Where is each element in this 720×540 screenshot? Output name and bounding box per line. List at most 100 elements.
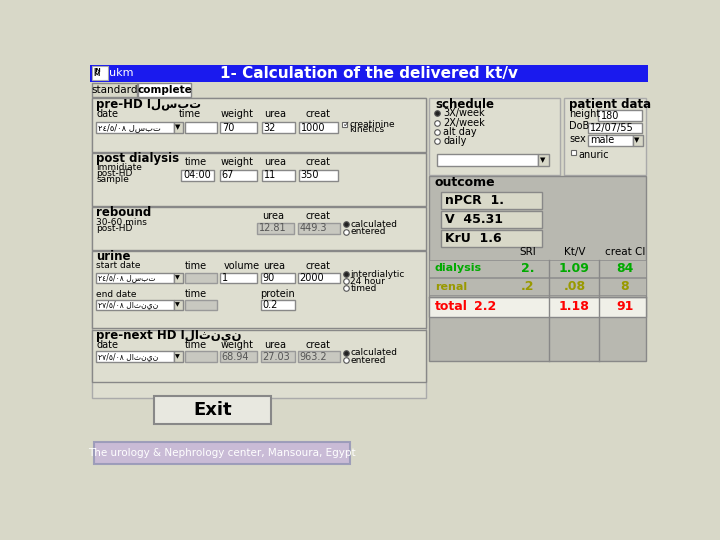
Bar [297, 222, 341, 234]
Text: IN: IN [93, 68, 101, 73]
Bar [564, 98, 646, 175]
Text: SRI: SRI [520, 247, 536, 257]
Text: time: time [184, 261, 207, 271]
Text: 0.2: 0.2 [262, 300, 277, 310]
Text: ٢٧/٥/٠٨ لاثنين: ٢٧/٥/٠٨ لاثنين [98, 352, 158, 361]
Bar [632, 135, 642, 146]
Text: 84: 84 [616, 261, 634, 274]
Text: weight: weight [220, 340, 253, 350]
Bar [342, 122, 347, 127]
Bar [429, 177, 646, 361]
Bar [220, 170, 258, 181]
Text: ukm: ukm [109, 68, 134, 78]
Text: time: time [184, 340, 207, 350]
Bar [261, 300, 294, 310]
Text: time: time [184, 157, 207, 167]
Bar [598, 110, 642, 121]
Text: complete: complete [137, 85, 192, 95]
Text: 2X/week: 2X/week [444, 118, 485, 127]
Text: 963.2: 963.2 [300, 352, 327, 362]
Text: ٢٤/٥/٠٨ لسبت: ٢٤/٥/٠٨ لسبت [98, 123, 161, 132]
Text: rebound: rebound [96, 206, 151, 219]
Text: ▼: ▼ [175, 275, 180, 281]
Text: 1.09: 1.09 [559, 261, 590, 274]
Text: patient data: patient data [569, 98, 651, 111]
Text: ▼: ▼ [175, 302, 180, 308]
Bar [92, 98, 426, 152]
Text: urine: urine [96, 250, 131, 263]
Text: urea: urea [262, 212, 284, 221]
Bar [297, 351, 341, 362]
Text: post dialysis: post dialysis [96, 152, 179, 165]
Text: alt day: alt day [444, 127, 477, 137]
Bar [184, 273, 217, 284]
Text: 24 hour: 24 hour [351, 276, 385, 286]
Bar [174, 122, 183, 133]
Text: Kt/V: Kt/V [564, 247, 585, 257]
Text: renal: renal [435, 281, 467, 292]
Bar [90, 65, 648, 82]
Text: end date: end date [96, 290, 137, 299]
Text: ▼: ▼ [175, 125, 181, 131]
Text: time: time [179, 109, 202, 119]
Text: 1000: 1000 [301, 123, 325, 132]
Bar [96, 273, 174, 284]
Text: creat Cl: creat Cl [605, 247, 645, 257]
Text: ٢٧/٥/٠٨ لاثنين: ٢٧/٥/٠٨ لاثنين [98, 301, 158, 309]
Text: schedule: schedule [435, 98, 494, 111]
Bar [92, 207, 426, 249]
Text: 8: 8 [621, 280, 629, 293]
Text: urea: urea [264, 109, 287, 119]
Bar [92, 153, 426, 206]
Text: nPCR  1.: nPCR 1. [445, 194, 504, 207]
Text: ✓: ✓ [343, 120, 350, 130]
Bar [92, 66, 108, 80]
Text: protein: protein [261, 289, 295, 299]
Bar [441, 231, 542, 247]
Bar [262, 170, 294, 181]
Text: anuric: anuric [578, 150, 609, 160]
Bar [262, 122, 294, 133]
Text: 2.: 2. [521, 261, 535, 274]
Bar [429, 260, 646, 276]
Text: date: date [96, 109, 118, 119]
Text: kinetics: kinetics [350, 125, 384, 134]
Text: 449.3: 449.3 [300, 224, 328, 233]
Text: post-HD: post-HD [96, 224, 132, 233]
Bar [437, 154, 538, 166]
Bar [138, 83, 191, 97]
Text: creat: creat [305, 340, 330, 350]
Text: sex: sex [569, 134, 585, 144]
Bar [429, 278, 646, 295]
Text: 91: 91 [616, 300, 634, 313]
Text: time: time [184, 289, 207, 299]
Text: creat: creat [305, 261, 330, 271]
Text: creat: creat [305, 109, 330, 119]
Text: Exit: Exit [193, 401, 232, 418]
Text: 30-60 mins: 30-60 mins [96, 218, 147, 227]
Bar [220, 273, 258, 284]
Text: 11: 11 [264, 170, 276, 180]
Bar [441, 192, 542, 209]
Text: ▼: ▼ [634, 137, 639, 143]
Bar [92, 330, 426, 382]
Text: ▼: ▼ [175, 354, 180, 359]
Text: .08: .08 [563, 280, 585, 293]
Text: 67: 67 [222, 170, 234, 180]
Text: date: date [96, 340, 118, 350]
Text: entered: entered [351, 227, 386, 237]
Text: 3X/week: 3X/week [444, 109, 485, 118]
Text: DoB: DoB [569, 122, 589, 131]
Text: sample: sample [96, 175, 129, 184]
Text: 1.18: 1.18 [559, 300, 590, 313]
Bar [181, 170, 214, 181]
Bar [184, 351, 217, 362]
Text: 12/07/55: 12/07/55 [590, 123, 634, 133]
Text: 1: 1 [222, 273, 228, 283]
Text: 1- Calculation of the delivered kt/v: 1- Calculation of the delivered kt/v [220, 66, 518, 81]
Text: 04:00: 04:00 [183, 170, 211, 180]
Text: 27.03: 27.03 [262, 352, 289, 362]
Text: creat: creat [305, 212, 330, 221]
Text: creatinine: creatinine [350, 119, 395, 129]
Text: ▼: ▼ [539, 157, 545, 163]
